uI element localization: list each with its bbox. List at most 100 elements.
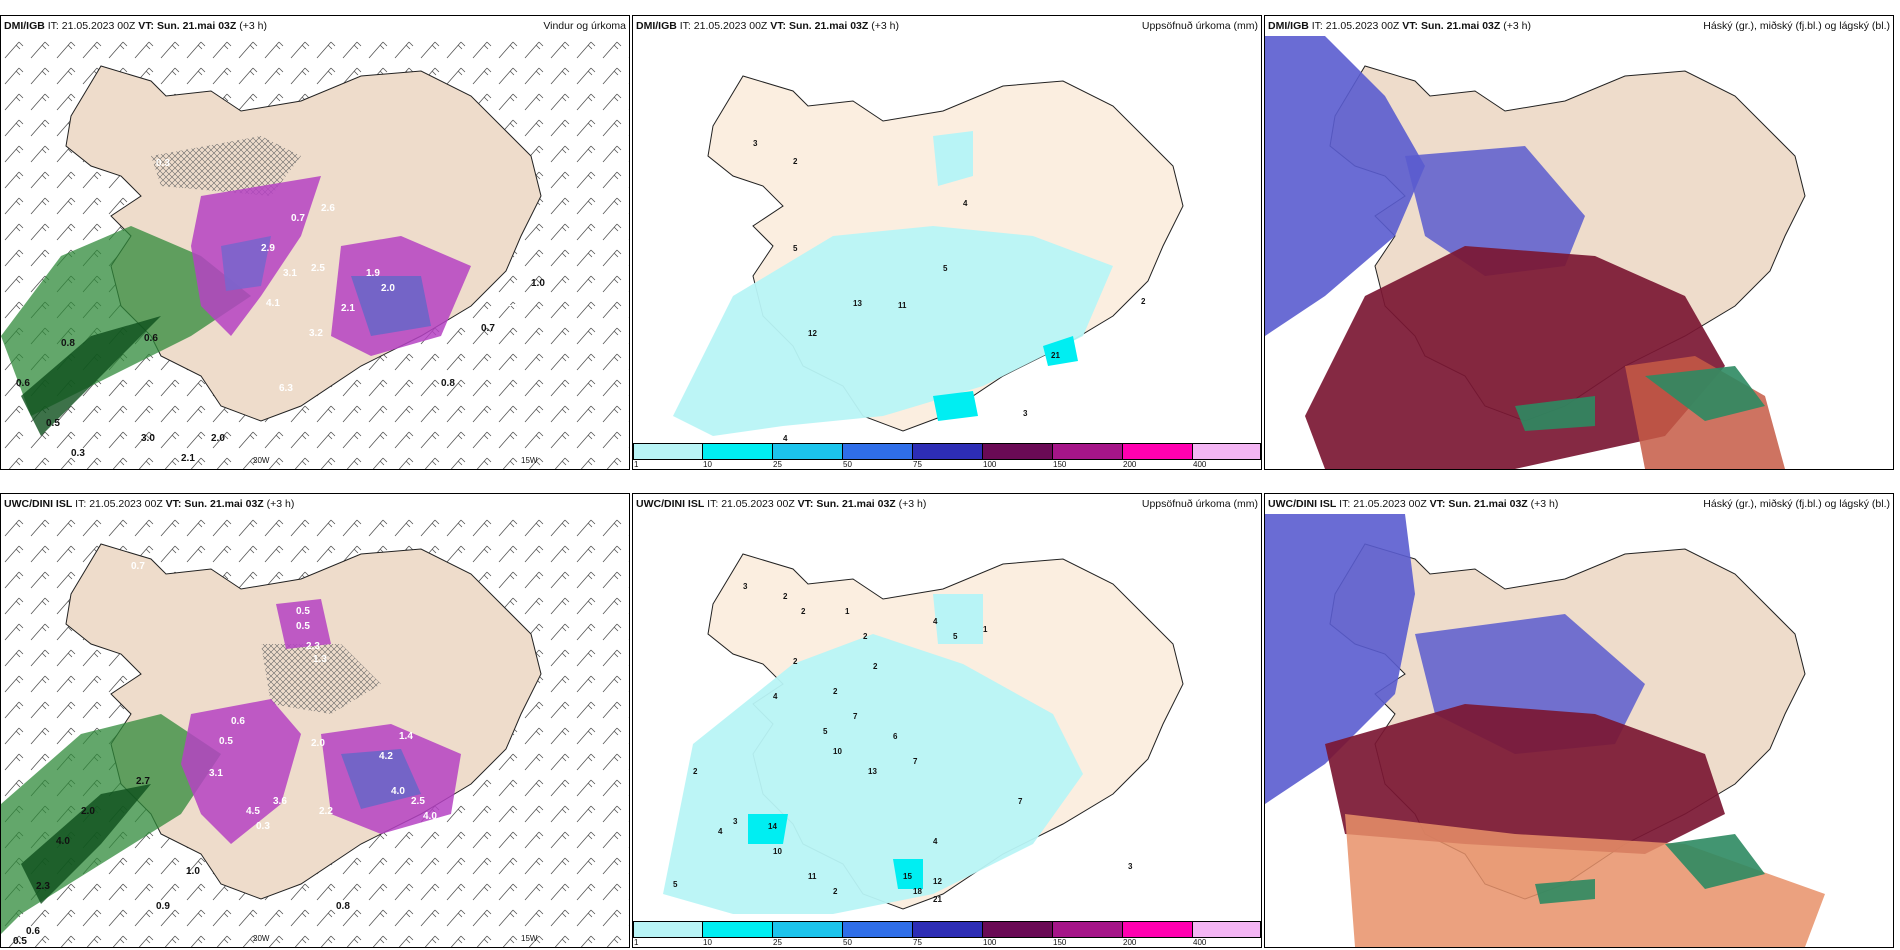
precip-values-dark: 0.6 0.8 0.6 0.5 3.0 2.0 2.1 0.7 0.8 1.0 … bbox=[16, 278, 545, 464]
it-label: IT: bbox=[679, 20, 691, 32]
value-label: 5 bbox=[943, 264, 948, 273]
value-label: 13 bbox=[853, 299, 862, 308]
valid-time: Sun. 21.mai 03Z bbox=[1420, 20, 1501, 32]
colorbar-label: 100 bbox=[983, 938, 997, 947]
lon-label-15w: 15W bbox=[521, 456, 538, 465]
precip-values-dark: 0.8 1.0 2.0 2.7 4.0 2.3 0.6 0.5 0.9 bbox=[13, 776, 350, 947]
value-label: 3 bbox=[1128, 862, 1133, 871]
value-label: 0.8 bbox=[61, 338, 75, 349]
value-label: 0.5 bbox=[219, 736, 233, 747]
high-cloud-green-2 bbox=[1515, 396, 1595, 431]
value-label: 0.6 bbox=[144, 333, 158, 344]
precip-light-cyan bbox=[673, 226, 1113, 436]
low-cloud-blue bbox=[1265, 36, 1425, 336]
colorbar-segment bbox=[913, 443, 983, 460]
lead-time: (+3 h) bbox=[871, 20, 899, 32]
value-label: 2 bbox=[793, 157, 798, 166]
panel-bottom-left-wind-precip: UWC/DINI ISL IT: 21.05.2023 00Z VT: Sun.… bbox=[0, 493, 630, 948]
precip-values: 3 2 2 1 4 2 5 1 2 2 2 4 7 5 6 13 7 10 14… bbox=[673, 582, 1133, 904]
panel-title: Uppsöfnuð úrkoma (mm) bbox=[1141, 20, 1258, 32]
value-label: 5 bbox=[953, 632, 958, 641]
value-label: 14 bbox=[768, 822, 777, 831]
value-label: 0.6 bbox=[26, 926, 40, 937]
precip-cyan-spot-2 bbox=[933, 391, 978, 421]
valid-time: Sun. 21.mai 03Z bbox=[1448, 498, 1528, 510]
hatched-area bbox=[261, 644, 381, 714]
high-cloud-green bbox=[1645, 366, 1765, 421]
value-label: 0.3 bbox=[156, 158, 170, 169]
value-label: 2.9 bbox=[261, 243, 275, 254]
lead-time: (+3 h) bbox=[239, 20, 267, 32]
value-label: 1.0 bbox=[186, 866, 200, 877]
value-label: 6 bbox=[893, 732, 898, 741]
value-label: 5 bbox=[823, 727, 828, 736]
value-label: 2 bbox=[873, 662, 878, 671]
value-label: 3.1 bbox=[209, 768, 223, 779]
colorbar-frame bbox=[633, 443, 1261, 460]
vt-label: VT: bbox=[1429, 498, 1446, 510]
init-time: 21.05.2023 00Z bbox=[61, 20, 136, 32]
value-label: 2 bbox=[801, 607, 806, 616]
value-label: 10 bbox=[773, 847, 782, 856]
precip-purple-3 bbox=[276, 599, 331, 649]
valid-time: Sun. 21.mai 03Z bbox=[816, 498, 896, 510]
value-label: 0.5 bbox=[13, 936, 27, 947]
vt-label: VT: bbox=[797, 498, 814, 510]
panel-bottom-right-clouds: UWC/DINI ISL IT: 21.05.2023 00Z VT: Sun.… bbox=[1264, 493, 1894, 948]
value-label: 1.3 bbox=[313, 654, 327, 665]
it-label: IT: bbox=[1311, 20, 1323, 32]
model-name: UWC/DINI ISL bbox=[1268, 498, 1337, 510]
value-label: 2.6 bbox=[321, 203, 335, 214]
value-label: 4.1 bbox=[266, 298, 280, 309]
value-label: 2.7 bbox=[136, 776, 150, 787]
value-label: 4 bbox=[718, 827, 723, 836]
lon-label-15w: 15W bbox=[521, 934, 538, 943]
valid-time: Sun. 21.mai 03Z bbox=[788, 20, 869, 32]
model-name: UWC/DINI ISL bbox=[4, 498, 73, 510]
value-label: 4 bbox=[773, 692, 778, 701]
colorbar-segment bbox=[633, 443, 703, 460]
value-label: 0.3 bbox=[256, 821, 270, 832]
value-label: 4 bbox=[963, 199, 968, 208]
value-label: 0.5 bbox=[46, 418, 60, 429]
value-label: 3 bbox=[753, 139, 758, 148]
accum-precip-map: 3 2 4 5 5 13 11 12 2 3 4 21 bbox=[633, 36, 1261, 443]
value-label: 2.1 bbox=[341, 303, 355, 314]
lead-time: (+3 h) bbox=[1503, 20, 1531, 32]
panel-title: Háský (gr.), miðský (fj.bl.) og lágský (… bbox=[1703, 498, 1890, 510]
panel-header: DMI/IGB IT: 21.05.2023 00Z VT: Sun. 21.m… bbox=[633, 16, 1261, 36]
panel-title: Uppsöfnuð úrkoma (mm) bbox=[1141, 498, 1258, 510]
value-label: 12 bbox=[808, 329, 817, 338]
vt-label: VT: bbox=[165, 498, 182, 510]
value-label: 4.2 bbox=[379, 751, 393, 762]
value-label: 2.2 bbox=[319, 806, 333, 817]
value-label: 15 bbox=[903, 872, 912, 881]
value-label: 21 bbox=[933, 895, 942, 904]
value-label: 0.6 bbox=[231, 716, 245, 727]
value-label: 2 bbox=[1141, 297, 1146, 306]
init-time: 21.05.2023 00Z bbox=[721, 498, 795, 510]
value-label: 3 bbox=[733, 817, 738, 826]
colorbar-segment bbox=[1123, 443, 1193, 460]
value-label: 4 bbox=[783, 434, 788, 443]
colorbar-label: 100 bbox=[983, 460, 997, 469]
value-label: 2 bbox=[833, 887, 838, 896]
lead-time: (+3 h) bbox=[266, 498, 295, 510]
valid-time: Sun. 21.mai 03Z bbox=[156, 20, 237, 32]
colorbar-label: 10 bbox=[703, 460, 712, 469]
value-label: 2.5 bbox=[311, 263, 325, 274]
colorbar-segment bbox=[703, 921, 773, 938]
value-label: 2.3 bbox=[306, 641, 320, 652]
colorbar-segment bbox=[843, 921, 913, 938]
high-cloud-green-2 bbox=[1535, 879, 1595, 904]
vt-label: VT: bbox=[138, 20, 155, 32]
map-svg bbox=[1265, 514, 1893, 947]
value-label: 0.7 bbox=[291, 213, 305, 224]
value-label: 2 bbox=[833, 687, 838, 696]
precip-values: 3 2 4 5 5 13 11 12 2 3 4 21 bbox=[753, 139, 1146, 443]
value-label: 2 bbox=[793, 657, 798, 666]
value-label: 4 bbox=[933, 837, 938, 846]
precip-blue-core bbox=[341, 749, 421, 809]
value-label: 7 bbox=[1018, 797, 1023, 806]
value-label: 2.0 bbox=[381, 283, 395, 294]
